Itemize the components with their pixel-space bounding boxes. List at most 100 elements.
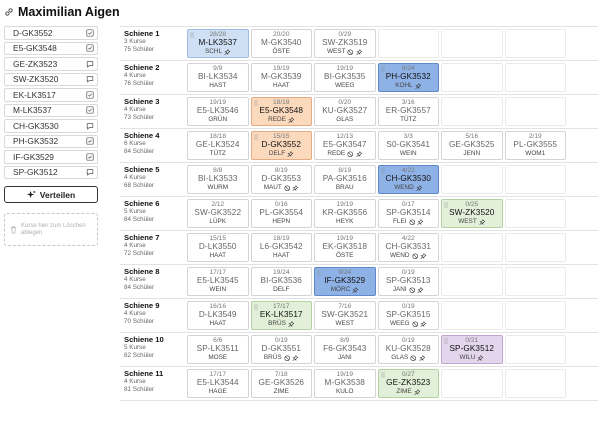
sidebar-course-item[interactable]: M-LK3537	[4, 103, 98, 117]
empty-slot[interactable]	[377, 29, 439, 58]
drag-handle-icon[interactable]	[380, 66, 385, 72]
course-card[interactable]: 0/16 PL-GK3554 HEPN	[250, 199, 312, 228]
empty-slot[interactable]	[504, 199, 566, 228]
course-card[interactable]: 18/19 L6-GK3542 HAAT	[250, 233, 312, 262]
course-card[interactable]: 0/25 SW-ZK3520 WEST	[441, 199, 503, 228]
pin-icon[interactable]	[414, 388, 421, 396]
empty-slot[interactable]	[504, 335, 566, 364]
pin-icon[interactable]	[417, 218, 424, 226]
pin-icon[interactable]	[356, 48, 363, 56]
course-card[interactable]: 19/19 M-GK3538 KULO	[314, 369, 376, 398]
course-card[interactable]: 2/12 SW-GK3522 LÜPK	[187, 199, 249, 228]
pin-icon[interactable]	[420, 320, 427, 328]
course-card[interactable]: 8/19 PA-GK3516 BRAU	[314, 165, 376, 194]
empty-slot[interactable]	[504, 301, 566, 330]
course-card[interactable]: 0/27 GE-ZK3523 ZIME	[377, 369, 439, 398]
empty-slot[interactable]	[504, 233, 566, 262]
link-icon[interactable]	[4, 7, 14, 17]
empty-slot[interactable]	[441, 63, 503, 92]
course-card[interactable]: 0/21 SP-GK3512 WILU	[441, 335, 503, 364]
empty-slot[interactable]	[441, 29, 503, 58]
course-card[interactable]: 7/16 SW-GK3521 WEST	[314, 301, 376, 330]
sidebar-course-item[interactable]: SW-ZK3520	[4, 72, 98, 86]
course-card[interactable]: 8/9 F6-GK3543 JANI	[314, 335, 376, 364]
course-card[interactable]: 17/17 E5-LK3545 WEIN	[187, 267, 249, 296]
drag-handle-icon[interactable]	[253, 100, 258, 106]
empty-slot[interactable]	[441, 233, 503, 262]
empty-slot[interactable]	[504, 97, 566, 126]
course-card[interactable]: 8/19 D-GK3553 MAUT	[250, 165, 312, 194]
empty-slot[interactable]	[441, 267, 503, 296]
empty-slot[interactable]	[441, 97, 503, 126]
pin-icon[interactable]	[288, 116, 295, 124]
course-card[interactable]: 9/9 BI-LK3534 HAST	[187, 63, 249, 92]
course-card[interactable]: 18/18 GE-LK3524 TÜTZ	[187, 131, 249, 160]
drag-handle-icon[interactable]	[380, 372, 385, 378]
sidebar-course-item[interactable]: E5-GK3548	[4, 41, 98, 55]
sidebar-course-item[interactable]: PH-GK3532	[4, 134, 98, 148]
sidebar-course-item[interactable]: SP-GK3512	[4, 165, 98, 179]
drag-handle-icon[interactable]	[444, 202, 448, 208]
pin-icon[interactable]	[287, 150, 294, 158]
empty-slot[interactable]	[504, 29, 566, 58]
empty-slot[interactable]	[504, 267, 566, 296]
course-card[interactable]: 15/15 D-LK3550 HAAT	[187, 233, 249, 262]
course-card[interactable]: 5/16 GE-GK3525 JENN	[441, 131, 503, 160]
sidebar-course-item[interactable]: IF-GK3529	[4, 150, 98, 164]
course-card[interactable]: 19/19 BI-GK3535 WEEG	[314, 63, 376, 92]
course-card[interactable]: 19/19 EK-GK3518 ÖSTE	[314, 233, 376, 262]
pin-icon[interactable]	[417, 286, 424, 294]
pin-icon[interactable]	[477, 354, 484, 362]
course-card[interactable]: 6/24 PH-GK3532 KOHL	[377, 63, 439, 92]
course-card[interactable]: 0/19 SP-GK3513 JANI	[377, 267, 439, 296]
drag-handle-icon[interactable]	[317, 270, 321, 276]
course-card[interactable]: 0/29 SW-ZK3519 WEST	[314, 29, 376, 58]
course-card[interactable]: 6/6 SP-LK3511 MOSE	[187, 335, 249, 364]
course-card[interactable]: 0/19 SP-GK3515 WEEG	[377, 301, 439, 330]
course-card[interactable]: 19/24 BI-GK3536 DELF	[250, 267, 312, 296]
sidebar-course-item[interactable]: D-GK3552	[4, 26, 98, 40]
pin-icon[interactable]	[419, 354, 426, 362]
course-card[interactable]: 0/19 D-GK3551 BRÜS	[250, 335, 312, 364]
empty-slot[interactable]	[441, 369, 503, 398]
pin-icon[interactable]	[292, 184, 299, 192]
course-card[interactable]: 18/18 E5-GK3548 REDE	[250, 97, 312, 126]
drag-handle-icon[interactable]	[444, 338, 448, 344]
course-card[interactable]: 8/8 BI-LK3533 WURM	[187, 165, 249, 194]
drag-handle-icon[interactable]	[380, 168, 385, 174]
course-card[interactable]: 19/19 KR-GK3556 HEYK	[314, 199, 376, 228]
empty-slot[interactable]	[441, 165, 503, 194]
course-card[interactable]: 4/22 CH-GK3530 WEND	[377, 165, 439, 194]
empty-slot[interactable]	[504, 369, 566, 398]
course-card[interactable]: 19/19 E5-LK3546 GRÜN	[187, 97, 249, 126]
course-card[interactable]: 20/20 M-GK3540 ÖSTE	[250, 29, 312, 58]
empty-slot[interactable]	[504, 63, 566, 92]
sidebar-course-item[interactable]: GE-ZK3523	[4, 57, 98, 71]
empty-slot[interactable]	[504, 165, 566, 194]
course-card[interactable]: 9/24 IF-GK3529 MÖRC	[314, 267, 376, 296]
pin-icon[interactable]	[415, 82, 422, 90]
course-card[interactable]: 3/3 S0-GK3541 WEIN	[377, 131, 439, 160]
course-card[interactable]: 19/19 M-GK3539 HAAT	[250, 63, 312, 92]
pin-icon[interactable]	[224, 48, 231, 56]
pin-icon[interactable]	[479, 218, 486, 226]
empty-slot[interactable]	[441, 301, 503, 330]
sidebar-course-item[interactable]: EK-LK3517	[4, 88, 98, 102]
course-card[interactable]: 7/18 GE-GK3526 ZIME	[250, 369, 312, 398]
pin-icon[interactable]	[292, 354, 299, 362]
course-card[interactable]: 0/17 SP-GK3514 FLEI	[377, 199, 439, 228]
course-card[interactable]: 3/16 ER-GK3557 TÜTZ	[377, 97, 439, 126]
course-card[interactable]: 2/19 PL-GK3555 WOM1	[504, 131, 566, 160]
pin-icon[interactable]	[288, 320, 295, 328]
drag-handle-icon[interactable]	[190, 32, 194, 38]
sidebar-course-item[interactable]: CH-GK3530	[4, 119, 98, 133]
course-card[interactable]: 4/22 CH-GK3531 WEND	[377, 233, 439, 262]
course-card[interactable]: 28/28 M-LK3537 SCHL	[187, 29, 249, 58]
delete-dropzone[interactable]: Kurse hier zum Löschen ablegen	[4, 213, 98, 246]
drag-handle-icon[interactable]	[253, 134, 258, 140]
course-card[interactable]: 0/20 KU-GK3527 GLAS	[314, 97, 376, 126]
course-card[interactable]: 15/15 D-GK3552 DELF	[250, 131, 312, 160]
pin-icon[interactable]	[420, 252, 427, 260]
pin-icon[interactable]	[356, 150, 363, 158]
course-card[interactable]: 17/17 EK-LK3517 BRÜS	[250, 301, 312, 330]
